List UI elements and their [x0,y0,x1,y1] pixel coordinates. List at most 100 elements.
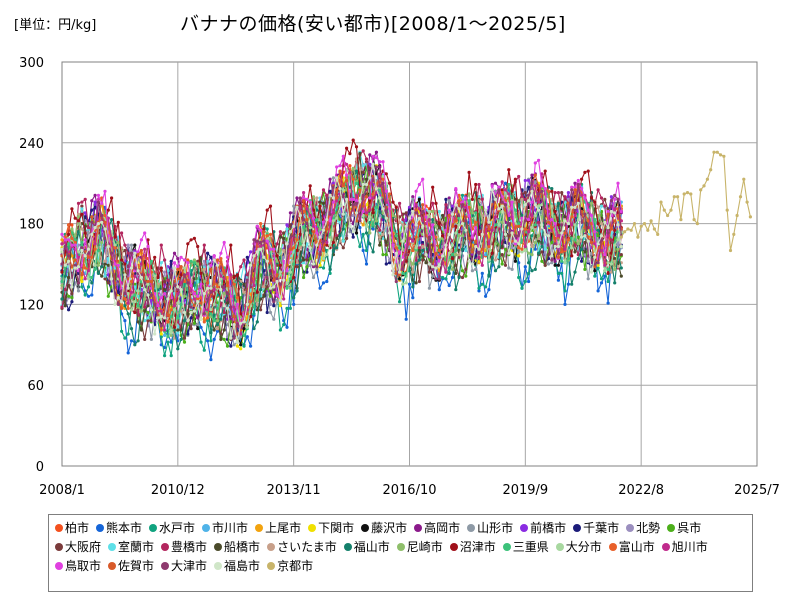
series-point [457,207,461,211]
series-point [83,277,87,281]
series-point [550,189,554,193]
series-point [381,207,385,211]
series-point [196,262,200,266]
series-point [311,208,316,212]
series-point [341,182,345,187]
series-point [298,213,302,218]
series-point [113,302,117,306]
series-point [586,169,590,173]
series-point [67,259,71,263]
series-point [527,279,531,284]
series-point [318,204,322,208]
series-point [249,300,253,304]
series-point [454,231,458,235]
series-point [345,146,349,150]
series-point [609,227,614,231]
series-point [464,219,468,223]
series-point [249,285,253,289]
series-point [83,254,87,258]
series-point [272,300,276,304]
series-point [543,169,547,173]
series-point [100,265,104,269]
series-point [424,253,428,257]
series-point [215,319,220,323]
series-point [493,269,498,273]
series-point [454,224,458,228]
series-point [368,166,372,170]
series-point [513,208,518,212]
series-point [179,328,183,332]
series-point [76,201,81,205]
series-point [206,316,210,320]
series-point [563,219,567,223]
series-point [192,258,196,262]
series-point [116,263,120,267]
series-point [361,232,365,236]
series-point [593,218,597,222]
series-point [206,281,210,285]
series-point [60,283,64,288]
series-point [196,316,200,320]
series-point [507,192,511,196]
series-point [172,251,177,255]
series-point [503,181,508,185]
series-point [537,158,541,162]
series-point [593,230,597,234]
series-point [202,267,206,271]
series-point [361,149,365,153]
series-point [543,232,547,236]
series-point [86,251,91,255]
series-point [60,238,64,242]
series-point [480,263,484,267]
series-point [464,228,468,232]
series-point [252,312,256,316]
series-point [437,222,441,226]
series-point [153,274,157,278]
series-point [546,262,551,266]
series-point [298,242,302,246]
series-point [166,297,170,301]
series-point [520,216,524,220]
series-point [570,188,574,192]
series-point [381,160,385,164]
series-point [573,188,577,192]
series-point [63,288,67,292]
series-point [368,196,372,200]
series-point [209,312,213,316]
series-point [182,336,187,340]
series-point [172,283,177,288]
series-point [252,263,256,267]
series-point [662,208,666,212]
series-point [517,242,521,246]
series-point [259,228,263,232]
series-point [139,248,143,253]
series-point [259,308,263,312]
series-point [517,174,521,179]
series-point [199,271,203,275]
series-point [580,220,584,224]
series-point [450,253,455,257]
series-point [603,197,607,201]
series-point [292,224,296,228]
series-point [576,242,580,246]
series-point [358,168,362,172]
series-point [692,218,696,222]
series-point [493,215,498,219]
series-point [507,266,511,270]
series-point [302,191,306,195]
series-point [159,243,163,247]
series-point [206,259,210,263]
series-point [282,259,286,263]
series-point [80,227,84,231]
series-point [265,208,269,212]
series-point [444,270,448,274]
series-point [398,300,402,304]
series-point [424,261,428,265]
series-point [613,193,617,197]
series-point [268,204,273,208]
series-point [335,246,339,250]
series-point [133,293,137,297]
series-point [414,235,418,239]
series-point [411,285,415,289]
series-point [315,265,319,269]
